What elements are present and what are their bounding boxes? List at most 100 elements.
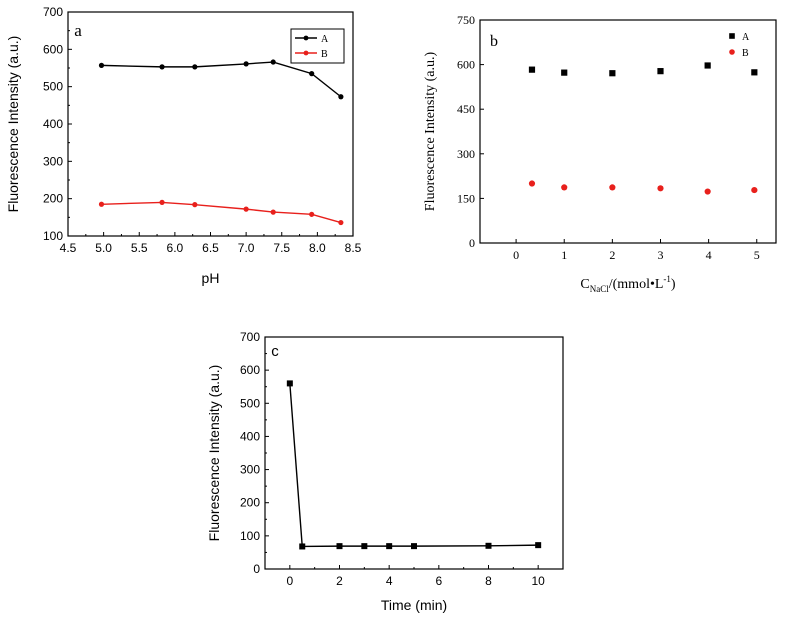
x-tick-label: 3 (657, 248, 663, 262)
data-point (286, 380, 293, 387)
legend-label: B (321, 49, 328, 60)
y-tick-label: 0 (253, 562, 260, 576)
series-0 (286, 380, 542, 550)
data-point (561, 184, 568, 191)
data-point (535, 542, 542, 549)
series-a (528, 62, 758, 77)
data-point (159, 199, 165, 205)
series-line (289, 383, 539, 548)
x-tick-label: 8.5 (345, 241, 362, 255)
y-axis-label: Fluorescence Intensity (a.u.) (5, 36, 21, 213)
data-point (192, 202, 198, 208)
legend: AB (290, 28, 345, 64)
x-tick-label: 0 (513, 248, 519, 262)
x-tick-label: 0 (286, 574, 293, 588)
data-point (704, 188, 711, 195)
data-point (309, 71, 315, 77)
x-tick-label: 4 (386, 574, 393, 588)
data-point (303, 50, 309, 56)
legend-item: B (295, 49, 328, 60)
x-tick-label: 8.0 (309, 241, 326, 255)
x-tick-label: 5.5 (131, 241, 148, 255)
x-tick-label: 5.0 (95, 241, 112, 255)
plot-frame (264, 336, 564, 570)
plot-frame (479, 19, 777, 244)
data-point (270, 59, 276, 65)
y-tick-label: 700 (43, 5, 63, 19)
x-tick-label: 2 (336, 574, 343, 588)
y-tick-label: 200 (43, 192, 63, 206)
x-tick-label: 6.5 (202, 241, 219, 255)
data-point (729, 33, 735, 39)
data-point (243, 61, 249, 67)
data-point (159, 64, 165, 70)
data-point (336, 543, 343, 550)
y-tick-label: 300 (43, 154, 63, 168)
legend-item: A (295, 34, 329, 45)
y-tick-label: 600 (43, 42, 63, 56)
y-tick-label: 100 (240, 529, 260, 543)
x-tick-label: 5 (754, 248, 760, 262)
legend-box (290, 28, 345, 64)
data-point (270, 209, 276, 215)
series-b (528, 180, 758, 195)
y-axis-label: Fluorescence Intensity (a.u.) (423, 51, 438, 211)
data-point (528, 66, 536, 73)
data-point (386, 543, 393, 550)
series-a (98, 59, 344, 100)
y-tick-label: 300 (457, 147, 475, 161)
x-tick-label: 10 (531, 574, 545, 588)
x-axis-label: Time (min) (381, 597, 447, 613)
legend: AB (729, 32, 750, 59)
data-point (309, 211, 315, 217)
x-axis-label: CNaCl/(mmol•L-1) (580, 274, 676, 294)
x-tick-label: 2 (609, 248, 615, 262)
data-point (338, 219, 344, 226)
data-point (561, 69, 568, 76)
x-axis-label-part: NaCl (590, 284, 609, 294)
x-tick-label: 4 (706, 248, 712, 262)
y-tick-label: 100 (43, 229, 63, 243)
data-point (485, 542, 492, 549)
y-tick-label: 200 (240, 496, 260, 510)
legend-label: B (742, 48, 749, 59)
y-tick-label: 400 (240, 429, 260, 443)
panel-label: b (490, 33, 498, 50)
data-point (657, 185, 664, 192)
data-point (361, 543, 368, 550)
x-tick-label: 6 (435, 574, 442, 588)
data-point (729, 49, 735, 55)
x-axis-label: pH (202, 270, 220, 286)
data-point (243, 206, 249, 212)
x-tick-label: 7.5 (273, 241, 290, 255)
data-point (751, 69, 758, 76)
data-point (411, 543, 417, 550)
x-tick-label: 4.5 (60, 241, 77, 255)
series-line (101, 201, 342, 224)
y-tick-label: 600 (240, 363, 260, 377)
series-b (98, 199, 344, 226)
data-point (528, 180, 536, 187)
x-axis-label-part: /(mmol•L (609, 277, 664, 292)
legend-label: A (321, 34, 329, 45)
legend-label: A (742, 32, 750, 43)
data-point (338, 94, 344, 100)
y-axis-label: Fluorescence Intensity (a.u.) (206, 365, 222, 542)
x-tick-label: 6.0 (167, 241, 184, 255)
chart-panel-c: 0 2 4 6 8 100100200300400500600700Fluorescenc… (206, 330, 564, 613)
x-tick-label: 1 (561, 248, 567, 262)
data-point (609, 184, 616, 191)
y-tick-label: 0 (469, 236, 475, 250)
x-axis-label-part: ) (671, 277, 676, 292)
series-line (101, 61, 342, 98)
y-tick-label: 700 (240, 330, 260, 344)
x-axis-label-part: C (580, 277, 589, 292)
data-point (751, 186, 758, 194)
y-tick-label: 450 (457, 102, 475, 116)
x-tick-label: 8 (485, 574, 492, 588)
y-tick-label: 300 (240, 463, 260, 477)
data-point (609, 70, 616, 77)
panel-label: c (271, 343, 279, 360)
